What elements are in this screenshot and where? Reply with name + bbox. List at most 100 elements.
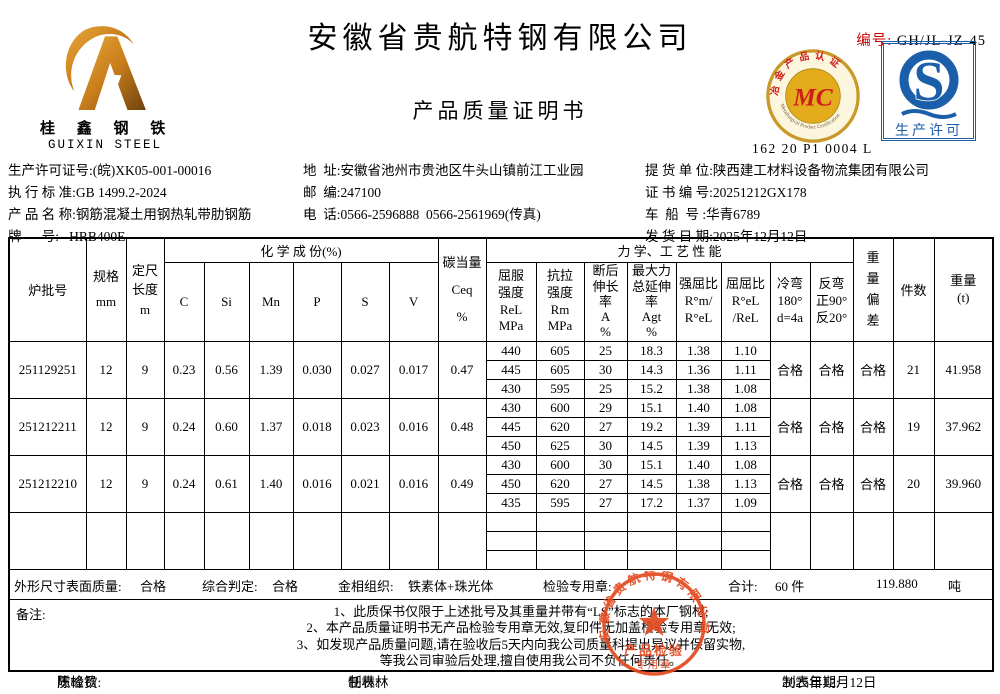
col-header-heat-no: 炉批号 [8,237,87,342]
mech-value-cell [583,549,628,570]
mech-sub-row: 430 595 25 15.2 1.38 1.08 [9,378,993,399]
remark-line: 2、本产品质量证明书无产品检验专用章无效,复印件无加盖检验专用章无效; [306,620,736,635]
remarks-row: 备注: 1、此质保书仅限于上述批号及其重量并带有“LS”标志的本厂钢材; 2、本… [8,598,994,671]
mech-value-cell: 450 [485,473,537,494]
cold-bend-cell: 合格 [769,397,811,456]
mech-value-cell: 1.37 [675,492,722,513]
info-field-phone: 电 话:0566-2596888 0566-2561969(传真) [303,207,541,222]
ceq-cell [437,511,487,570]
total-weight-value: 119.880 [876,575,918,591]
mech-sub-row [9,530,993,551]
mech-sub-row: 450 625 30 14.5 1.39 1.13 [9,435,993,456]
col-header-mechanical-group: 力 学、工 艺 性 能 [485,237,854,263]
col-header-ratio2: 屈屈比 R°eL /ReL [720,261,771,342]
batch-row-empty [8,511,994,570]
mech-value-cell [720,530,771,551]
mech-value-cell [626,549,677,570]
mech-value-cell: 625 [535,435,585,456]
mech-value-cell [485,511,537,532]
col-header-rel: 屈服 强度 ReL MPa [485,261,537,342]
info-field-standard: 执 行 标 准:GB 1499.2-2024 [8,185,167,200]
mech-value-cell: 14.5 [626,435,677,456]
ceq-cell: 0.48 [437,397,487,456]
mech-value-cell [675,530,722,551]
inspection-stamp-label: 检验专用章: [543,578,612,594]
overall-judgement-label: 综合判定: [202,578,258,594]
mech-value-cell: 30 [583,435,628,456]
v-cell: 0.017 [388,340,439,399]
mech-value-cell [675,511,722,532]
serial-label: 编号: [856,33,893,49]
mech-sub-row [9,549,993,570]
col-header-chemistry-group: 化 学 成 份(%) [163,237,439,263]
col-header-pieces: 件数 [892,237,935,342]
mn-cell: 1.39 [248,340,294,399]
mech-value-cell: 1.38 [675,378,722,399]
weight-cell [933,511,994,570]
weight-dev-cell: 合格 [852,340,894,399]
qs-caption: 生产许可 [895,123,963,139]
mech-value-cell [720,549,771,570]
mech-value-cell: 620 [535,416,585,437]
mn-cell [248,511,294,570]
mech-value-cell: 450 [485,435,537,456]
heat-no-cell: 251129251 [8,340,87,399]
s-cell: 0.021 [340,454,390,513]
mech-value-cell: 27 [583,473,628,494]
si-cell: 0.60 [203,397,250,456]
si-cell [203,511,250,570]
cold-bend-cell [769,511,811,570]
qs-badge-icon: S 生产许可 [895,50,963,139]
mech-value-cell: 1.36 [675,359,722,380]
logo-en-text: GUIXIN STEEL [47,138,162,152]
mech-value-cell: 605 [535,359,585,380]
col-header-rev-bend: 反弯 正90° 反20° [809,261,854,342]
weight-dev-cell [852,511,894,570]
mech-value-cell: 1.13 [720,435,771,456]
pieces-cell: 20 [892,454,935,513]
mech-value-cell: 435 [485,492,537,513]
mech-value-cell: 17.2 [626,492,677,513]
mech-value-cell: 1.39 [675,435,722,456]
p-cell: 0.016 [292,454,342,513]
mech-sub-row: 445 620 27 19.2 1.39 1.11 [9,416,993,437]
mc-certification-badge-icon: 冶金产品认证 Metallurgical Product Certificati… [766,49,860,143]
mech-value-cell [583,511,628,532]
mech-value-cell: 27 [583,492,628,513]
mech-value-cell: 1.38 [675,340,722,361]
quality-data-table: 炉批号 规格 mm 定尺 长度 m 化 学 成 份(%) 碳当量 Ceq % 力… [8,237,995,672]
ceq-cell: 0.49 [437,454,487,513]
heat-no-cell [8,511,87,570]
info-column-middle: 地 址:安徽省池州市贵池区牛头山镇前江工业园 邮 编:247100 电 话:05… [303,160,584,226]
si-cell: 0.61 [203,454,250,513]
info-column-left: 生产许可证号:(皖)XK05-001-00016 执 行 标 准:GB 1499… [8,160,251,248]
mech-value-cell: 27 [583,416,628,437]
length-cell: 9 [125,397,165,456]
info-field-vehicle: 车 船 号 :华青6789 [645,207,761,222]
mech-value-cell [583,530,628,551]
surface-quality-value: 合格 [140,578,167,594]
s-cell [340,511,390,570]
spec-cell: 12 [85,397,127,456]
col-header-s: S [340,261,390,342]
ceq-cell: 0.47 [437,340,487,399]
col-header-agt: 最大力 总延伸 率 Agt % [626,261,677,342]
col-header-weight-dev: 重 量 偏 差 [852,237,894,342]
col-header-weight: 重量 (t) [933,237,994,342]
mech-value-cell: 595 [535,492,585,513]
length-cell: 9 [125,340,165,399]
mech-value-cell: 25 [583,340,628,361]
cold-bend-cell: 合格 [769,454,811,513]
p-cell: 0.018 [292,397,342,456]
mech-value-cell: 1.11 [720,359,771,380]
total-weight-unit: 吨 [948,578,962,594]
v-cell [388,511,439,570]
mech-value-cell: 19.2 [626,416,677,437]
col-header-rm: 抗拉 强度 Rm MPa [535,261,585,342]
rev-bend-cell [809,511,854,570]
surface-quality-label: 外形尺寸表面质量: [14,578,122,594]
c-cell: 0.24 [163,454,205,513]
weight-cell: 41.958 [933,340,994,399]
v-cell: 0.016 [388,454,439,513]
mech-value-cell: 1.38 [675,473,722,494]
